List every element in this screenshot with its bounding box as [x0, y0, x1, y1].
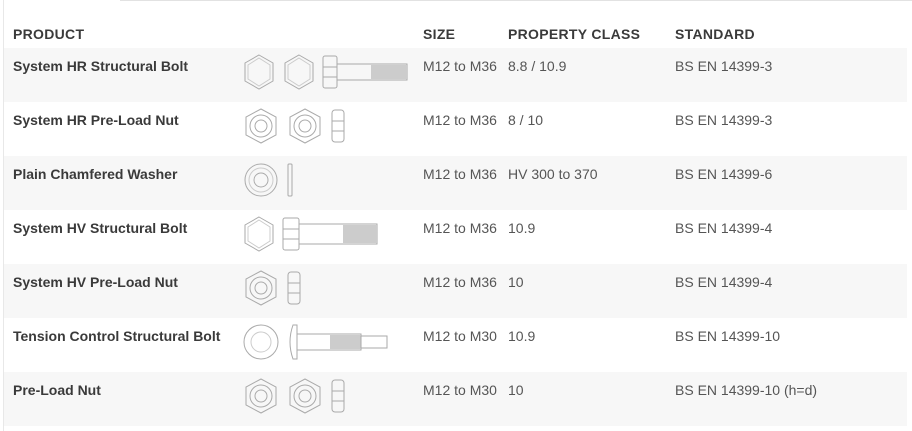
header-standard: STANDARD	[675, 26, 755, 42]
table-row: Plain Chamfered Washer M12 to M36 HV 300…	[4, 156, 907, 210]
washer-face-icon	[241, 160, 281, 197]
size-cell: M12 to M30	[423, 328, 497, 344]
header-product: PRODUCT	[13, 26, 85, 42]
hex-bolt-short-thread-icon	[281, 214, 381, 251]
table-row: Pre-Load Nut M12 to M30 10 BS EN 14399-1…	[4, 372, 907, 426]
standard-cell: BS EN 14399-3	[675, 112, 773, 128]
size-cell: M12 to M36	[414, 48, 499, 102]
table-border	[3, 0, 4, 431]
hex-face-icon	[241, 214, 277, 252]
table-row: Tension Control Structural Bolt M12 to M…	[4, 318, 907, 372]
standard-cell: BS EN 14399-4	[666, 264, 907, 318]
size-cell: M12 to M36	[423, 220, 497, 236]
nut-face-icon	[285, 106, 325, 144]
tension-control-bolt-icon	[285, 322, 395, 360]
product-name: System HV Pre-Load Nut	[4, 264, 232, 318]
product-images	[232, 48, 414, 102]
table-row: System HR Pre-Load Nut M12 to M36 8 / 10…	[4, 102, 907, 156]
property-class-cell: HV 300 to 370	[499, 156, 666, 210]
size-cell: M12 to M36	[414, 156, 499, 210]
header-row: PRODUCT SIZE PROPERTY CLASS STANDARD	[4, 20, 907, 48]
product-images	[232, 156, 414, 210]
standard-cell: BS EN 14399-4	[675, 220, 773, 236]
table-row: System HR Structural Bolt M12 to M36 8.8…	[4, 48, 907, 102]
property-class-cell: 10.9	[508, 220, 536, 236]
product-name: Pre-Load Nut	[4, 372, 232, 426]
hex-face-icon	[281, 52, 317, 90]
product-images	[232, 264, 414, 318]
nut-face-icon	[241, 376, 281, 414]
header-property-class: PROPERTY CLASS	[508, 26, 641, 42]
product-name: Plain Chamfered Washer	[4, 156, 232, 210]
product-images	[232, 372, 414, 426]
nut-face-icon	[241, 106, 281, 144]
size-cell: M12 to M36	[414, 264, 499, 318]
nut-face-icon	[285, 376, 325, 414]
table-row: System HV Pre-Load Nut M12 to M36 10 BS …	[4, 264, 907, 318]
product-name: System HR Pre-Load Nut	[13, 112, 179, 128]
standard-cell: BS EN 14399-10	[675, 328, 781, 344]
property-class-cell: 10.9	[508, 328, 536, 344]
hex-bolt-icon	[321, 52, 411, 89]
table-row: System HV Structural Bolt M12 to M36 10.…	[4, 210, 907, 264]
product-images	[232, 102, 414, 156]
tab-border	[120, 0, 912, 1]
round-head-face-icon	[241, 322, 281, 360]
product-images	[232, 210, 414, 264]
standard-cell: BS EN 14399-10 (h=d)	[666, 372, 907, 426]
property-class-cell: 8.8 / 10.9	[499, 48, 666, 102]
property-class-cell: 8 / 10	[508, 112, 544, 128]
size-cell: M12 to M30	[414, 372, 499, 426]
nut-side-icon	[285, 268, 303, 305]
nut-face-icon	[241, 268, 281, 306]
standard-cell: BS EN 14399-6	[666, 156, 907, 210]
size-cell: M12 to M36	[423, 112, 497, 128]
products-table: PRODUCT SIZE PROPERTY CLASS STANDARD Sys…	[4, 20, 907, 426]
nut-side-icon	[329, 376, 347, 413]
property-class-cell: 10	[499, 264, 666, 318]
standard-cell: BS EN 14399-3	[666, 48, 907, 102]
product-name: Tension Control Structural Bolt	[13, 328, 221, 344]
product-name: System HV Structural Bolt	[13, 220, 188, 236]
product-name: System HR Structural Bolt	[4, 48, 232, 102]
property-class-cell: 10	[499, 372, 666, 426]
product-images	[232, 318, 414, 372]
washer-side-icon	[285, 160, 295, 197]
hex-face-icon	[241, 52, 277, 90]
nut-side-icon	[329, 106, 347, 143]
header-size: SIZE	[423, 26, 456, 42]
